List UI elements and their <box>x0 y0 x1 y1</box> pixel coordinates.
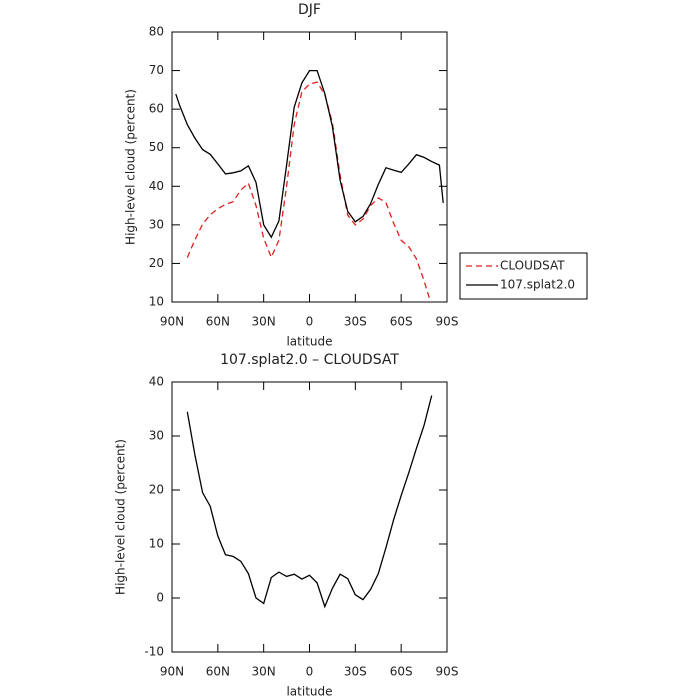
y-axis-label: High-level cloud (percent) <box>114 439 128 595</box>
chart-title: DJF <box>298 2 321 18</box>
y-tick-label: 50 <box>149 140 164 154</box>
x-tick-label: 60S <box>390 315 413 329</box>
x-tick-label: 90N <box>160 665 184 679</box>
x-tick-label: 60N <box>206 665 230 679</box>
legend-label: CLOUDSAT <box>500 259 565 273</box>
x-tick-label: 30N <box>252 315 276 329</box>
x-axis-label: latitude <box>286 685 332 699</box>
chart-title: 107.splat2.0 – CLOUDSAT <box>220 352 399 368</box>
y-tick-label: 20 <box>149 256 164 270</box>
y-tick-label: 30 <box>149 217 164 231</box>
data-line <box>186 81 432 302</box>
y-tick-label: 0 <box>156 591 164 605</box>
data-line <box>175 69 444 239</box>
y-tick-label: 60 <box>149 102 164 116</box>
legend-box <box>459 252 588 300</box>
y-tick-label: 70 <box>149 63 164 77</box>
x-tick-label: 60N <box>206 315 230 329</box>
y-axis-label: High-level cloud (percent) <box>124 89 138 245</box>
x-tick-label: 60S <box>390 665 413 679</box>
y-tick-label: 30 <box>149 429 164 443</box>
x-tick-label: 90N <box>160 315 184 329</box>
x-tick-label: 90S <box>436 665 459 679</box>
x-tick-label: 0 <box>306 665 314 679</box>
y-tick-label: 10 <box>149 537 164 551</box>
x-tick-label: 90S <box>436 315 459 329</box>
y-tick-label: 40 <box>149 375 164 389</box>
legend-label: 107.splat2.0 <box>500 278 575 292</box>
data-line <box>186 395 433 609</box>
x-tick-label: 30N <box>252 665 276 679</box>
y-tick-label: 80 <box>149 25 164 39</box>
y-tick-label: 20 <box>149 483 164 497</box>
y-tick-label: 10 <box>149 295 164 309</box>
x-axis-label: latitude <box>286 335 332 349</box>
y-tick-label: -10 <box>144 645 164 659</box>
x-tick-label: 0 <box>306 315 314 329</box>
x-tick-label: 30S <box>344 665 367 679</box>
y-tick-label: 40 <box>149 179 164 193</box>
x-tick-label: 30S <box>344 315 367 329</box>
